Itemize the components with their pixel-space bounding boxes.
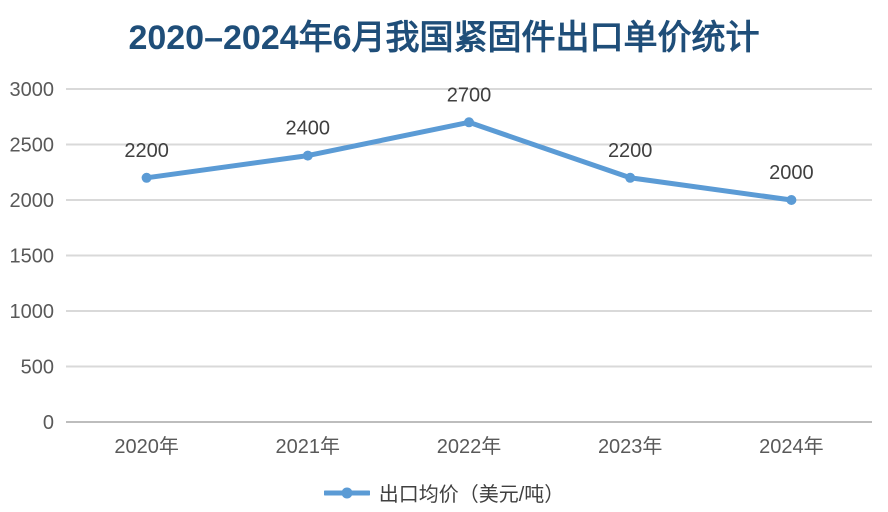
y-tick-label: 1500 — [10, 246, 55, 268]
legend-line-marker-icon — [323, 487, 370, 498]
data-point-marker — [464, 117, 474, 128]
data-point-marker — [625, 172, 636, 183]
y-tick-label: 1000 — [10, 301, 55, 323]
data-point-label: 2000 — [769, 162, 814, 184]
data-point-label: 2200 — [608, 140, 653, 162]
y-tick-label: 3000 — [10, 79, 55, 101]
y-tick-label: 500 — [21, 357, 54, 379]
x-category-label: 2021年 — [276, 435, 341, 458]
data-point-label: 2400 — [286, 118, 331, 140]
y-tick-label: 2000 — [10, 190, 55, 212]
chart-title: 2020–2024年6月我国紧固件出口单价统计 — [128, 19, 760, 57]
x-category-label: 2023年 — [598, 435, 663, 458]
x-category-label: 2024年 — [759, 435, 824, 458]
legend-label: 出口均价（美元/吨） — [378, 484, 565, 506]
y-tick-label: 2500 — [10, 135, 55, 157]
series-line — [144, 119, 794, 203]
x-category-label: 2022年 — [437, 435, 502, 458]
data-point-marker — [786, 195, 797, 205]
data-point-label: 2700 — [447, 84, 492, 106]
x-category-label: 2020年 — [114, 435, 179, 458]
data-point-label: 2200 — [124, 140, 169, 162]
legend: 出口均价（美元/吨） — [0, 478, 888, 507]
data-point-marker — [302, 150, 313, 161]
data-point-marker — [141, 172, 152, 183]
y-tick-label: 0 — [43, 412, 54, 434]
